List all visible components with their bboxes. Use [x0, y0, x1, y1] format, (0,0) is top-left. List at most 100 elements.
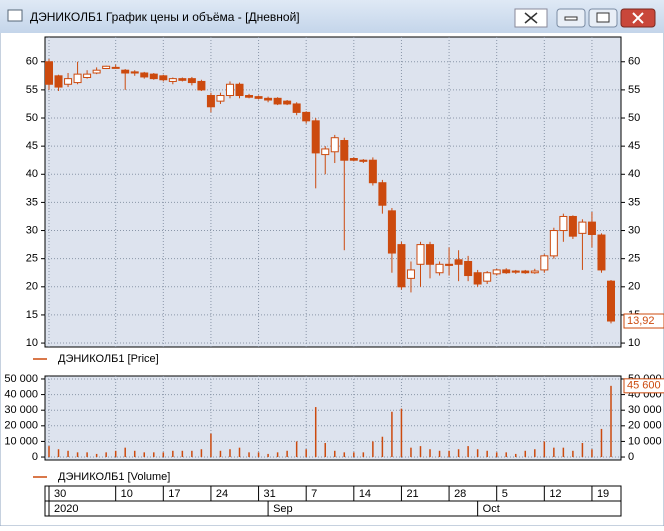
- volume-bar: [133, 450, 136, 458]
- candle-body: [283, 100, 292, 105]
- last-value-label: 45 600: [627, 380, 661, 392]
- y-tick-label: 10: [26, 337, 38, 349]
- candle-body: [159, 75, 168, 81]
- volume-bar: [600, 428, 603, 458]
- candle-body: [121, 69, 130, 74]
- candle-body: [483, 272, 492, 282]
- volume-bar: [267, 453, 269, 458]
- candle-body: [454, 259, 463, 265]
- legend-label: ДЭНИКОЛБ1 [Price]: [58, 353, 159, 365]
- y2-tick-label: 30: [628, 224, 640, 236]
- x-tick-label: 31: [264, 488, 276, 500]
- candle-body: [225, 83, 234, 97]
- volume-bar: [172, 450, 174, 458]
- y-tick-label: 0: [32, 451, 38, 463]
- candle-body: [387, 210, 396, 254]
- volume-bar: [124, 447, 126, 458]
- volume-bar: [410, 447, 412, 458]
- y-tick-label: 40 000: [4, 388, 38, 400]
- candle-body: [302, 111, 311, 122]
- volume-bar: [57, 449, 60, 458]
- volume-bar: [524, 450, 527, 458]
- volume-bar: [76, 452, 79, 458]
- y2-tick-label: 25: [628, 253, 640, 265]
- volume-bar: [591, 449, 593, 458]
- volume-bar: [572, 450, 574, 458]
- plot-background: [44, 36, 622, 348]
- candle-body: [540, 255, 549, 271]
- candle-body: [102, 65, 111, 70]
- candle-body: [464, 260, 473, 277]
- candle-body: [549, 230, 558, 257]
- volume-bar: [286, 450, 288, 458]
- candle-body: [587, 221, 596, 235]
- candle-body: [416, 244, 425, 265]
- volume-bar: [143, 452, 146, 458]
- candle-body: [445, 263, 454, 266]
- volume-bar: [429, 449, 431, 458]
- candle-body: [45, 61, 53, 85]
- y-tick-label: 30 000: [4, 404, 38, 416]
- candle-body: [359, 159, 368, 162]
- candle-body: [521, 270, 530, 274]
- volume-bar: [305, 449, 307, 458]
- y-tick-label: 30: [26, 224, 38, 236]
- candle-body: [340, 140, 349, 161]
- volume-bar: [562, 447, 565, 458]
- volume-bar: [162, 452, 165, 458]
- last-value-box: [623, 313, 664, 329]
- volume-bar: [534, 449, 536, 458]
- volume-bar: [334, 450, 336, 458]
- volume-bar: [200, 449, 203, 458]
- month-label: Sep: [273, 503, 293, 515]
- volume-bar: [391, 411, 393, 458]
- candle-body: [216, 95, 225, 102]
- volume-bar: [353, 452, 355, 458]
- y-tick-label: 50 000: [4, 373, 38, 385]
- volume-bar: [295, 441, 298, 458]
- y-tick-label: 10 000: [4, 435, 38, 447]
- candle-body: [578, 221, 587, 234]
- y-tick-label: 60: [26, 56, 38, 68]
- x-tick-label: 28: [454, 488, 466, 500]
- candle-body: [349, 158, 358, 161]
- candle-body: [559, 215, 568, 232]
- volume-bar: [314, 407, 317, 458]
- close-icon: [632, 12, 644, 24]
- candle-body: [492, 269, 501, 275]
- y2-tick-label: 10 000: [628, 435, 662, 447]
- candle-body: [378, 182, 387, 206]
- candle-body: [54, 75, 63, 88]
- volume-bar: [105, 452, 107, 458]
- volume-bar: [257, 452, 260, 458]
- y2-tick-label: 10: [628, 337, 640, 349]
- y-tick-label: 20 000: [4, 420, 38, 432]
- y2-tick-label: 60: [628, 56, 640, 68]
- candle-body: [168, 78, 177, 82]
- x-tick-label: 19: [597, 488, 609, 500]
- volume-bar: [457, 449, 460, 458]
- y-tick-label: 25: [26, 253, 38, 265]
- candle-body: [568, 215, 577, 237]
- last-value-box: [623, 378, 664, 394]
- volume-bar: [467, 446, 469, 458]
- candle-body: [130, 71, 139, 74]
- candle-body: [187, 78, 196, 84]
- candle-body: [73, 73, 82, 84]
- legend-label: ДЭНИКОЛБ1 [Volume]: [58, 471, 170, 483]
- candle-body: [140, 72, 149, 78]
- y-tick-label: 35: [26, 196, 38, 208]
- volume-bar: [381, 436, 384, 458]
- x-tick-label: 21: [406, 488, 418, 500]
- volume-bar: [248, 452, 250, 458]
- candle-body: [245, 95, 254, 98]
- y-tick-label: 50: [26, 112, 38, 124]
- chart-area: 1010151520202525303035354040454550505555…: [4, 36, 664, 517]
- y-tick-label: 45: [26, 140, 38, 152]
- volume-bar: [610, 385, 612, 458]
- volume-bar: [153, 452, 155, 458]
- volume-bar: [324, 442, 326, 458]
- candle-body: [197, 80, 206, 91]
- month-label: 2020: [54, 503, 78, 515]
